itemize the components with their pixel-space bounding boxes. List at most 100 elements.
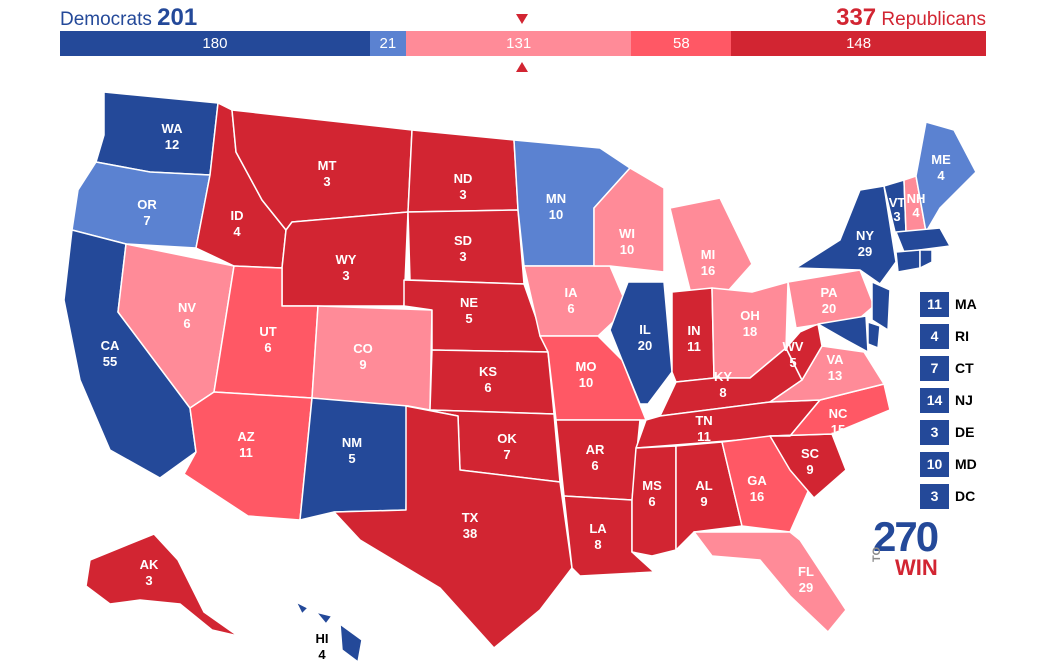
state-or[interactable] xyxy=(71,161,211,249)
state-il[interactable] xyxy=(609,281,673,405)
small-state-row-dc[interactable]: 3 DC xyxy=(920,480,977,512)
state-ev-ks: 6 xyxy=(484,380,491,395)
state-ks[interactable] xyxy=(429,349,555,415)
state-tx[interactable] xyxy=(333,405,573,649)
state-label-ar: AR xyxy=(586,442,605,457)
small-state-row-ct[interactable]: 7 CT xyxy=(920,352,977,384)
small-state-abbr: CT xyxy=(955,360,974,376)
small-state-row-nj[interactable]: 14 NJ xyxy=(920,384,977,416)
logo-number: 270 xyxy=(873,513,939,560)
state-ct[interactable] xyxy=(895,249,921,273)
small-states-legend: 11 MA 4 RI 7 CT 14 NJ 3 DE 10 MD 3 DC xyxy=(920,288,977,512)
small-state-abbr: DC xyxy=(955,488,976,504)
bar-segment-3[interactable]: 58 xyxy=(631,31,732,56)
state-al[interactable] xyxy=(675,441,743,551)
state-ev-co: 9 xyxy=(359,357,366,372)
state-label-ga: GA xyxy=(747,473,767,488)
small-state-ev[interactable]: 10 xyxy=(920,451,949,477)
state-label-al: AL xyxy=(695,478,712,493)
state-label-nd: ND xyxy=(454,171,473,186)
republicans-label: Republicans xyxy=(881,9,986,30)
state-ev-nm: 5 xyxy=(348,451,355,466)
state-label-ca: CA xyxy=(101,338,120,353)
state-label-wa: WA xyxy=(162,121,184,136)
state-label-nc: NC xyxy=(829,406,848,421)
electoral-vote-bar: 180 21 131 58 148 xyxy=(60,31,986,56)
small-state-abbr: RI xyxy=(955,328,969,344)
state-md[interactable] xyxy=(817,315,869,353)
democrats-label: Democrats xyxy=(60,9,152,30)
state-ev-ut: 6 xyxy=(264,340,271,355)
state-label-va: VA xyxy=(826,352,844,367)
state-ev-mt: 3 xyxy=(323,174,330,189)
state-label-ne: NE xyxy=(460,295,478,310)
small-state-ev[interactable]: 14 xyxy=(920,387,949,413)
state-label-ny: NY xyxy=(856,228,874,243)
state-label-wy: WY xyxy=(336,252,357,267)
state-ev-nv: 6 xyxy=(183,316,190,331)
bar-segment-0[interactable]: 180 xyxy=(60,31,370,56)
state-ev-sc: 9 xyxy=(806,462,813,477)
state-pa[interactable] xyxy=(787,269,875,329)
state-label-ms: MS xyxy=(642,478,662,493)
small-state-row-md[interactable]: 10 MD xyxy=(920,448,977,480)
logo-to: TO xyxy=(871,546,883,562)
state-label-mt: MT xyxy=(318,158,337,173)
bar-segment-2[interactable]: 131 xyxy=(405,31,632,56)
state-hi[interactable] xyxy=(295,601,363,663)
state-ak[interactable] xyxy=(85,533,239,637)
state-wi[interactable] xyxy=(593,167,665,273)
state-wv[interactable] xyxy=(785,323,823,381)
state-label-in: IN xyxy=(688,323,701,338)
state-ev-ny: 29 xyxy=(858,244,872,259)
state-ev-ga: 16 xyxy=(750,489,764,504)
small-state-row-ri[interactable]: 4 RI xyxy=(920,320,977,352)
majority-marker-top-icon xyxy=(516,14,528,24)
state-ev-mi: 16 xyxy=(701,263,715,278)
state-ev-vt: 3 xyxy=(893,209,900,224)
state-ri[interactable] xyxy=(919,249,933,269)
state-ev-me: 4 xyxy=(937,168,945,183)
small-state-abbr: DE xyxy=(955,424,975,440)
small-state-abbr: MA xyxy=(955,296,977,312)
state-ma[interactable] xyxy=(895,227,951,253)
state-wa[interactable] xyxy=(95,91,219,176)
small-state-ev[interactable]: 3 xyxy=(920,419,949,445)
state-label-mo: MO xyxy=(576,359,597,374)
state-ev-ky: 8 xyxy=(719,385,726,400)
state-ev-la: 8 xyxy=(594,537,601,552)
state-label-id: ID xyxy=(231,208,244,223)
state-ev-nh: 4 xyxy=(912,205,920,220)
state-ev-sd: 3 xyxy=(459,249,466,264)
state-de[interactable] xyxy=(867,321,881,349)
small-state-row-de[interactable]: 3 DE xyxy=(920,416,977,448)
state-label-ks: KS xyxy=(479,364,497,379)
state-ev-az: 11 xyxy=(239,445,253,460)
state-fl[interactable] xyxy=(693,531,847,633)
state-label-hi: HI xyxy=(316,631,329,646)
state-ny[interactable] xyxy=(795,185,897,285)
small-state-ev[interactable]: 7 xyxy=(920,355,949,381)
state-label-vt: VT xyxy=(889,195,906,210)
small-state-ev[interactable]: 3 xyxy=(920,483,949,509)
state-ev-ca: 55 xyxy=(103,354,117,369)
state-ev-ok: 7 xyxy=(503,447,510,462)
state-co[interactable] xyxy=(311,305,433,411)
small-state-row-ma[interactable]: 11 MA xyxy=(920,288,977,320)
small-state-ev[interactable]: 11 xyxy=(920,291,949,317)
small-state-ev[interactable]: 4 xyxy=(920,323,949,349)
majority-marker-bottom-icon xyxy=(516,62,528,72)
state-ev-ak: 3 xyxy=(145,573,152,588)
state-label-pa: PA xyxy=(820,285,838,300)
state-me[interactable] xyxy=(915,121,977,233)
bar-segment-1[interactable]: 21 xyxy=(369,31,406,56)
state-ev-pa: 20 xyxy=(822,301,836,316)
republicans-count: 337 xyxy=(836,4,877,31)
270towin-logo: 270 TO WIN xyxy=(871,513,949,582)
state-label-wv: WV xyxy=(783,339,804,354)
state-nj[interactable] xyxy=(871,281,891,331)
bar-segment-4[interactable]: 148 xyxy=(731,31,986,56)
state-label-mn: MN xyxy=(546,191,566,206)
state-label-me: ME xyxy=(931,152,951,167)
state-label-il: IL xyxy=(639,322,651,337)
